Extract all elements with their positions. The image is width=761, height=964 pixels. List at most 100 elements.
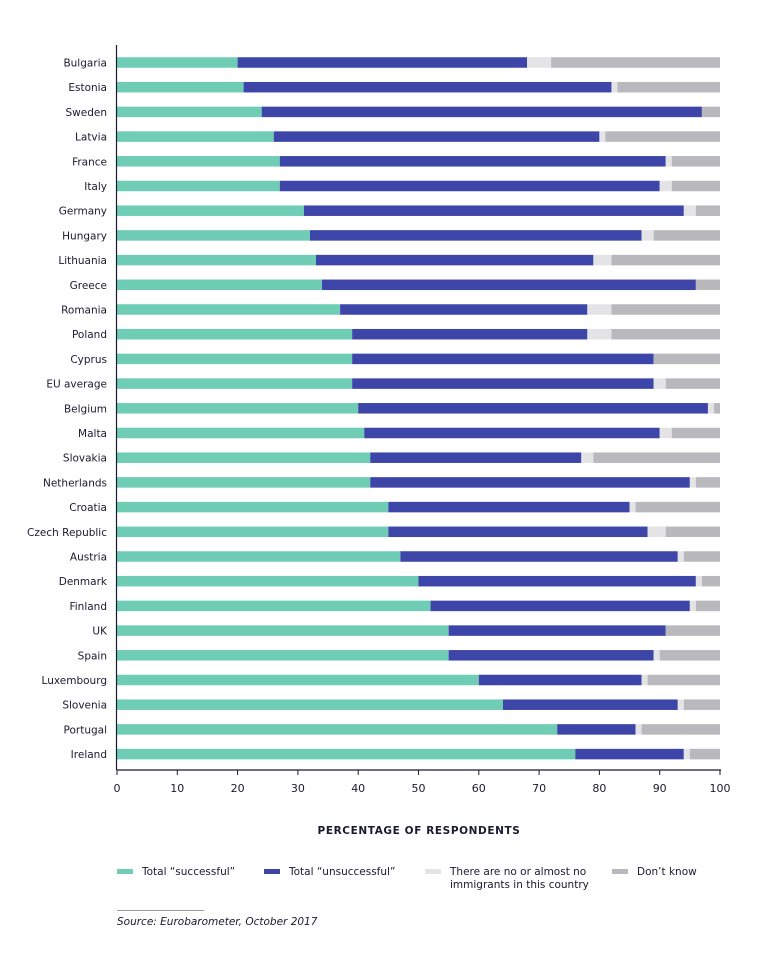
category-label-germany: Germany	[59, 206, 107, 218]
bar-czech-republic-series-1	[388, 526, 648, 538]
bar-spain-series-3	[659, 650, 720, 661]
category-label-poland: Poland	[72, 329, 107, 341]
category-label-portugal: Portugal	[64, 724, 108, 736]
bar-uk-series-3	[665, 625, 720, 636]
bar-latvia-series-2	[599, 131, 606, 142]
bar-slovenia-series-1	[502, 699, 678, 710]
bar-eu-average-series-1	[352, 378, 654, 389]
legend-swatch-2	[425, 869, 441, 874]
bar-latvia-series-1	[273, 131, 600, 142]
bar-italy-series-1	[279, 180, 660, 192]
bar-romania-series-2	[587, 304, 612, 315]
bar-romania-series-3	[611, 304, 720, 315]
category-label-slovakia: Slovakia	[63, 453, 107, 465]
bar-finland-series-2	[689, 600, 696, 612]
bar-france-series-2	[665, 156, 672, 167]
bar-romania-series-1	[340, 304, 588, 315]
legend-swatch-1	[264, 869, 280, 874]
bar-hungary-series-1	[309, 230, 642, 241]
category-label-netherlands: Netherlands	[43, 477, 107, 489]
bar-luxembourg-series-1	[478, 674, 642, 686]
bar-greece-series-1	[322, 279, 696, 291]
bar-romania-series-0	[117, 304, 341, 315]
bar-cyprus-series-0	[117, 353, 353, 365]
bar-italy-series-2	[659, 180, 672, 192]
x-tick-label-60: 60	[472, 782, 486, 795]
source-note: Source: Eurobarometer, October 2017	[117, 916, 318, 928]
bar-greece-series-3	[695, 279, 720, 291]
bar-cyprus-series-3	[653, 353, 720, 365]
category-label-denmark: Denmark	[59, 576, 108, 588]
bar-austria-series-0	[117, 551, 401, 562]
legend-label-2-line-1: immigrants in this country	[450, 879, 589, 891]
x-tick-label-100: 100	[710, 782, 731, 795]
bar-belgium-series-0	[117, 403, 359, 414]
category-label-lithuania: Lithuania	[58, 255, 107, 267]
bar-hungary-series-2	[641, 230, 654, 241]
category-label-malta: Malta	[78, 428, 107, 440]
bar-denmark-series-0	[117, 575, 419, 587]
axes: 0 10 20 30 40 50 60 70 80 90 100	[114, 45, 731, 795]
bar-poland-series-2	[587, 328, 612, 340]
bar-croatia-series-2	[629, 501, 636, 513]
bar-germany-series-1	[303, 205, 684, 216]
bar-poland-series-1	[352, 328, 588, 340]
bar-portugal-series-2	[635, 724, 642, 735]
bar-uk-series-0	[117, 625, 449, 636]
legend-swatch-0	[117, 869, 133, 874]
x-tick-label-40: 40	[351, 782, 365, 795]
bar-hungary-series-0	[117, 230, 310, 241]
bar-ireland-series-2	[683, 748, 690, 760]
bar-denmark-series-3	[701, 575, 720, 587]
bar-germany-series-0	[117, 205, 304, 216]
bar-malta-series-1	[364, 427, 660, 439]
bar-slovakia-series-2	[581, 452, 594, 463]
bar-estonia-series-1	[243, 81, 612, 93]
bar-spain-series-1	[448, 650, 654, 661]
bar-germany-series-3	[695, 205, 720, 216]
x-tick-label-20: 20	[231, 782, 245, 795]
bar-france-series-1	[279, 156, 666, 167]
bar-portugal-series-1	[557, 724, 636, 735]
x-tick-label-30: 30	[291, 782, 305, 795]
legend-label-3: Don’t know	[637, 866, 697, 878]
bar-latvia-series-3	[605, 131, 720, 142]
bar-bulgaria-series-3	[551, 57, 720, 68]
bar-portugal-series-0	[117, 724, 558, 735]
x-tick-label-0: 0	[114, 782, 121, 795]
bar-cyprus-series-1	[352, 353, 654, 365]
bar-belgium-series-3	[713, 403, 720, 414]
category-label-czech-republic: Czech Republic	[27, 527, 107, 539]
x-tick-label-80: 80	[592, 782, 606, 795]
category-label-slovenia: Slovenia	[62, 700, 107, 712]
bar-slovenia-series-2	[677, 699, 684, 710]
category-label-bulgaria: Bulgaria	[63, 58, 107, 70]
category-label-france: France	[72, 156, 107, 168]
bar-luxembourg-series-3	[647, 674, 720, 686]
x-tick-label-70: 70	[532, 782, 546, 795]
bar-poland-series-3	[611, 328, 720, 340]
bar-spain-series-2	[653, 650, 660, 661]
bar-netherlands-series-2	[689, 477, 696, 488]
bar-austria-series-2	[677, 551, 684, 562]
bar-sweden-series-1	[261, 106, 702, 118]
bar-croatia-series-1	[388, 501, 630, 513]
bar-estonia-series-0	[117, 81, 244, 93]
bar-czech-republic-series-0	[117, 526, 389, 538]
category-label-austria: Austria	[70, 552, 107, 564]
bar-netherlands-series-1	[370, 477, 690, 488]
bar-greece-series-0	[117, 279, 323, 291]
bar-lithuania-series-1	[315, 254, 594, 266]
bar-sweden-series-3	[701, 106, 720, 118]
bar-denmark-series-1	[418, 575, 696, 587]
bar-bulgaria-series-0	[117, 57, 238, 68]
bar-france-series-3	[671, 156, 720, 167]
category-label-ireland: Ireland	[71, 749, 107, 761]
bar-latvia-series-0	[117, 131, 274, 142]
bar-ireland-series-0	[117, 748, 576, 760]
bar-malta-series-2	[659, 427, 672, 439]
bar-luxembourg-series-2	[641, 674, 648, 686]
bar-finland-series-0	[117, 600, 431, 612]
bar-croatia-series-3	[635, 501, 720, 513]
category-label-belgium: Belgium	[64, 403, 107, 415]
